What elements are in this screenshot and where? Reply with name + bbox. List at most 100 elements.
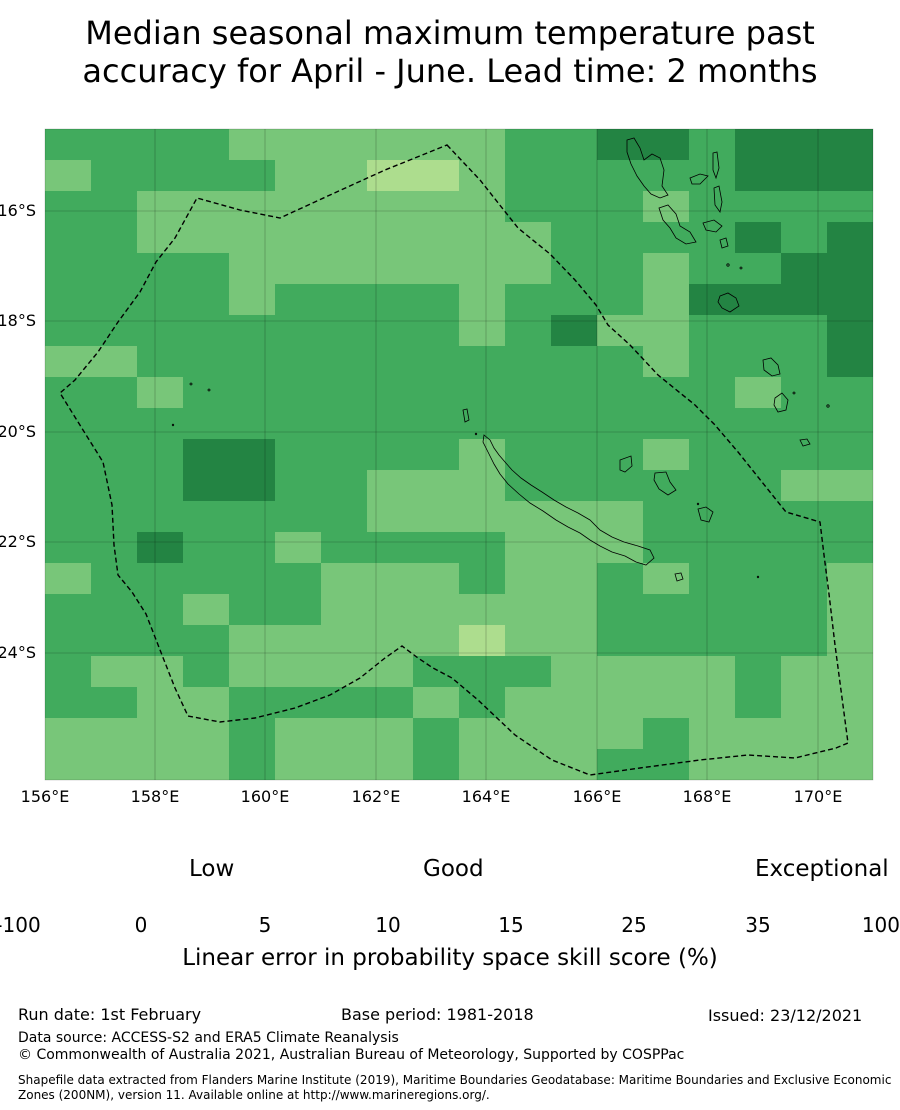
colorbar-tick: 100 bbox=[861, 913, 900, 937]
skill-cell bbox=[45, 346, 91, 377]
skill-cell bbox=[781, 563, 827, 594]
skill-cell bbox=[735, 501, 781, 532]
skill-cell bbox=[597, 656, 643, 687]
skill-cell bbox=[229, 501, 275, 532]
skill-cell bbox=[137, 129, 183, 160]
skill-cell bbox=[229, 439, 275, 470]
skill-cell bbox=[321, 253, 367, 284]
skill-cell bbox=[459, 346, 505, 377]
skill-cell bbox=[413, 408, 459, 439]
skill-cell bbox=[229, 315, 275, 346]
skill-cell bbox=[505, 408, 551, 439]
skill-cell bbox=[597, 594, 643, 625]
skill-cell bbox=[91, 284, 137, 315]
islet-7 bbox=[792, 391, 796, 395]
skill-cell bbox=[367, 749, 413, 780]
skill-cell bbox=[735, 532, 781, 563]
loyalty-island-3 bbox=[697, 506, 714, 523]
skill-cell bbox=[367, 346, 413, 377]
skill-cell bbox=[183, 563, 229, 594]
skill-cell bbox=[275, 222, 321, 253]
skill-cell bbox=[91, 439, 137, 470]
skill-cell bbox=[183, 253, 229, 284]
skill-cell bbox=[735, 284, 781, 315]
skill-cell bbox=[45, 284, 91, 315]
skill-cell bbox=[45, 501, 91, 532]
skill-cell bbox=[137, 191, 183, 222]
skill-cell bbox=[643, 346, 689, 377]
skill-cell bbox=[551, 563, 597, 594]
skill-cell bbox=[91, 594, 137, 625]
skill-cell bbox=[459, 191, 505, 222]
skill-cell bbox=[551, 656, 597, 687]
skill-cell bbox=[45, 222, 91, 253]
skill-cell bbox=[827, 222, 873, 253]
skill-cell bbox=[827, 594, 873, 625]
erromango-coast bbox=[762, 357, 781, 377]
skill-cell bbox=[505, 532, 551, 563]
skill-cell bbox=[643, 656, 689, 687]
skill-cell bbox=[551, 377, 597, 408]
skill-cell bbox=[137, 315, 183, 346]
skill-cell bbox=[551, 501, 597, 532]
skill-cell bbox=[459, 377, 505, 408]
skill-cell bbox=[827, 563, 873, 594]
skill-cell bbox=[505, 191, 551, 222]
skill-cell bbox=[45, 470, 91, 501]
skill-cell bbox=[91, 129, 137, 160]
skill-cell bbox=[735, 625, 781, 656]
skill-cell bbox=[689, 718, 735, 749]
skill-cell bbox=[459, 129, 505, 160]
skill-cell bbox=[321, 470, 367, 501]
skill-cell bbox=[689, 346, 735, 377]
skill-cell bbox=[183, 408, 229, 439]
skill-cell bbox=[505, 129, 551, 160]
skill-cell bbox=[367, 501, 413, 532]
run-date: Run date: 1st February bbox=[18, 1005, 202, 1024]
skill-cell bbox=[781, 253, 827, 284]
skill-cell bbox=[413, 470, 459, 501]
skill-cell bbox=[367, 470, 413, 501]
belep-coast bbox=[462, 408, 470, 423]
skill-cell bbox=[781, 346, 827, 377]
skill-cell bbox=[137, 532, 183, 563]
lat-label-24s: 24°S bbox=[0, 643, 36, 662]
skill-cell bbox=[689, 284, 735, 315]
skill-cell bbox=[827, 160, 873, 191]
skill-cell bbox=[367, 160, 413, 191]
skill-cell bbox=[735, 253, 781, 284]
skill-cell bbox=[91, 377, 137, 408]
skill-cell bbox=[413, 749, 459, 780]
skill-cell bbox=[321, 222, 367, 253]
skill-cell bbox=[137, 656, 183, 687]
skill-cell bbox=[505, 439, 551, 470]
skill-cell bbox=[321, 439, 367, 470]
skill-cell bbox=[321, 160, 367, 191]
skill-cell bbox=[643, 594, 689, 625]
skill-cell bbox=[229, 222, 275, 253]
skill-cell bbox=[551, 346, 597, 377]
skill-cell bbox=[413, 346, 459, 377]
islet-4 bbox=[474, 432, 478, 436]
skill-cell bbox=[275, 160, 321, 191]
skill-cell bbox=[137, 439, 183, 470]
map-frame bbox=[44, 128, 874, 781]
skill-cell bbox=[597, 408, 643, 439]
skill-cell bbox=[597, 222, 643, 253]
skill-cell bbox=[367, 594, 413, 625]
skill-cell bbox=[735, 594, 781, 625]
skill-cell bbox=[597, 284, 643, 315]
skill-cell bbox=[459, 470, 505, 501]
colorbar-category-exceptional: Exceptional bbox=[755, 856, 889, 882]
isle-of-pines-coast bbox=[674, 572, 684, 582]
skill-cell bbox=[229, 129, 275, 160]
skill-cell bbox=[827, 501, 873, 532]
skill-cell bbox=[827, 129, 873, 160]
skill-cell bbox=[735, 439, 781, 470]
skill-cell bbox=[643, 718, 689, 749]
colorbar-category-low: Low bbox=[189, 856, 235, 882]
skill-cell bbox=[137, 749, 183, 780]
skill-cell bbox=[321, 625, 367, 656]
skill-cell bbox=[643, 532, 689, 563]
skill-cell bbox=[597, 687, 643, 718]
